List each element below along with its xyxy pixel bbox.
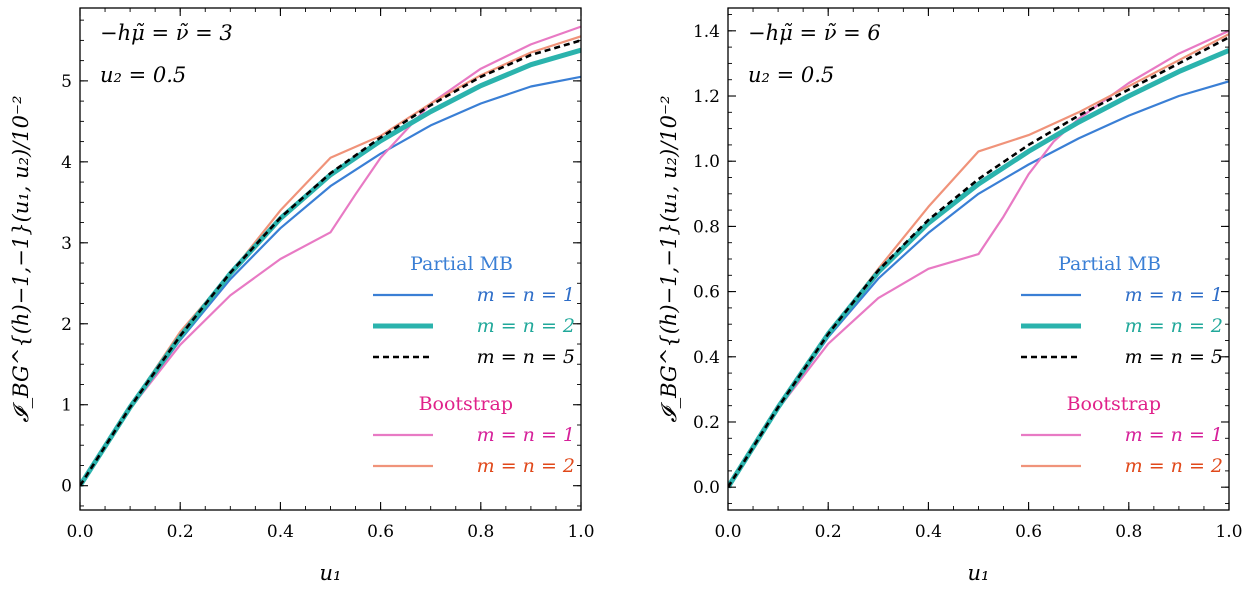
x-tick-label: 0.0 — [714, 522, 741, 542]
legend: Partial MB m = n = 1 m = n = 2 m = n = 5 Boo… — [1021, 253, 1223, 477]
x-tick-label: 0.0 — [66, 522, 93, 542]
legend-entry-label: m = n = 1 — [1125, 424, 1223, 446]
x-tick-label: 0.6 — [367, 522, 394, 542]
series-line-4 — [728, 29, 1229, 488]
x-tick-label: 0.8 — [467, 522, 494, 542]
legend-entry-label: m = n = 2 — [1125, 315, 1223, 337]
legend-entry-label: m = n = 2 — [477, 315, 575, 337]
x-tick-label: 0.2 — [167, 522, 194, 542]
legend-group-title: Partial MB — [1058, 253, 1161, 275]
x-tick-label: 0.2 — [815, 522, 842, 542]
y-tick-label: 1.4 — [693, 22, 720, 42]
y-tick-label: 3 — [61, 234, 72, 254]
x-tick-label: 0.8 — [1115, 522, 1142, 542]
legend-entry-label: m = n = 1 — [1125, 284, 1223, 306]
legend-group-title: Bootstrap — [419, 393, 513, 415]
annotation-1: −hμ̃ = ν̃ = 6 — [748, 21, 881, 45]
y-tick-label: 0.4 — [693, 348, 720, 368]
series-line-4 — [80, 25, 581, 487]
x-tick-label: 0.4 — [267, 522, 294, 542]
x-tick-label: 0.6 — [1015, 522, 1042, 542]
y-tick-label: 0.6 — [693, 283, 720, 303]
series-group — [728, 29, 1229, 489]
series-group — [80, 25, 581, 488]
legend-entry-label: m = n = 2 — [1125, 455, 1223, 477]
y-axis-label: 𝓘_BG^{(h)−1,−1}(u₁, u₂)/10⁻² — [657, 95, 681, 422]
legend-entry-label: m = n = 2 — [477, 455, 575, 477]
series-line-3 — [728, 36, 1229, 488]
annotation-1: −hμ̃ = ν̃ = 3 — [100, 21, 233, 45]
chart-panel-1: 0.0 0.2 0.4 0.6 0.8 1.0 0 1 2 3 4 5 −hμ̃ = ν̃ = 3 u₂ … — [9, 7, 595, 585]
y-tick-label: 1 — [61, 396, 72, 416]
y-tick-label: 0.2 — [693, 413, 720, 433]
legend-group-title: Partial MB — [410, 253, 513, 275]
legend-entry-label: m = n = 1 — [477, 284, 575, 306]
legend: Partial MB m = n = 1 m = n = 2 m = n = 5 Boo… — [373, 253, 575, 477]
y-tick-label: 4 — [61, 153, 72, 173]
legend-entry-label: m = n = 5 — [477, 346, 575, 368]
legend-entry-label: m = n = 1 — [477, 424, 575, 446]
x-tick-label: 1.0 — [1215, 522, 1242, 542]
annotation-2: u₂ = 0.5 — [748, 63, 834, 87]
chart-panel-2: 0.0 0.2 0.4 0.6 0.8 1.0 0.0 0.2 0.4 0.6 0.8 1.0 1.2 1… — [657, 7, 1243, 585]
x-tick-label: 1.0 — [567, 522, 594, 542]
y-tick-label: 2 — [61, 315, 72, 335]
y-tick-label: 1.2 — [693, 87, 720, 107]
y-tick-label: 5 — [61, 72, 72, 92]
series-line-3 — [80, 39, 581, 487]
x-axis-label: u₁ — [968, 561, 990, 585]
legend-group-title: Bootstrap — [1067, 393, 1161, 415]
annotation-2: u₂ = 0.5 — [100, 63, 186, 87]
y-axis-label: 𝓘_BG^{(h)−1,−1}(u₁, u₂)/10⁻² — [9, 95, 33, 422]
y-tick-label: 0 — [61, 477, 72, 497]
x-tick-label: 0.4 — [915, 522, 942, 542]
x-axis-label: u₁ — [320, 561, 342, 585]
y-tick-label: 1.0 — [693, 152, 720, 172]
legend-entry-label: m = n = 5 — [1125, 346, 1223, 368]
y-tick-label: 0.0 — [693, 478, 720, 498]
y-tick-label: 0.8 — [693, 217, 720, 237]
